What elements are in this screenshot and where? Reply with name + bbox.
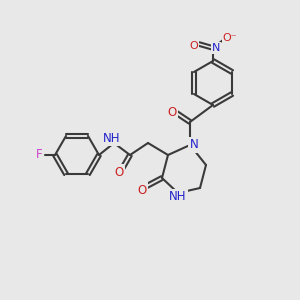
Text: O: O <box>114 166 124 178</box>
Text: NH: NH <box>169 190 187 203</box>
Text: O: O <box>137 184 147 196</box>
Text: F: F <box>36 148 42 161</box>
Text: O: O <box>167 106 177 118</box>
Text: NH: NH <box>103 131 121 145</box>
Text: O⁻: O⁻ <box>223 33 237 43</box>
Text: N: N <box>212 43 220 53</box>
Text: O: O <box>190 41 198 51</box>
Text: N: N <box>190 139 198 152</box>
